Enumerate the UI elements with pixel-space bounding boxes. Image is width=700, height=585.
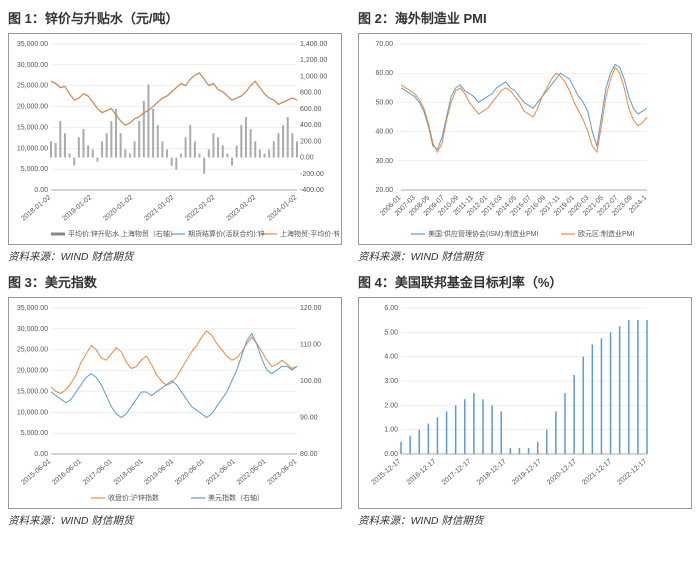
svg-text:2019-01-02: 2019-01-02 [61,194,93,222]
chart-3-source: 资料来源：WIND 财信期货 [8,513,342,528]
svg-text:2024-01-02: 2024-01-02 [266,194,298,222]
chart-2-box: 20.0030.0040.0050.0060.0070.002006-01200… [358,33,692,245]
svg-text:5,000.00: 5,000.00 [21,430,48,437]
svg-text:70.00: 70.00 [375,41,393,48]
svg-text:2016-06-01: 2016-06-01 [51,458,83,486]
svg-text:期货结算价(活跃合约):锌: 期货结算价(活跃合约):锌 [188,229,265,238]
svg-text:20.00: 20.00 [375,187,393,194]
svg-text:2017-12-17: 2017-12-17 [441,458,473,486]
svg-text:2022-01-02: 2022-01-02 [184,194,216,222]
svg-text:2018-06-01: 2018-06-01 [113,458,145,486]
svg-text:35,000.00: 35,000.00 [17,305,48,312]
chart-3-title: 图 3：美元指数 [8,272,342,291]
svg-text:80.00: 80.00 [300,451,318,458]
svg-text:2023-06-01: 2023-06-01 [266,458,298,486]
svg-text:120.00: 120.00 [300,305,322,312]
svg-text:4.00: 4.00 [384,354,398,361]
svg-text:上海物贸-平均价-锌: 上海物贸-平均价-锌 [280,229,339,238]
svg-text:2022-12-17: 2022-12-17 [616,458,648,486]
svg-text:30,000.00: 30,000.00 [17,62,48,69]
svg-text:35,000.00: 35,000.00 [17,41,48,48]
svg-text:90.00: 90.00 [300,415,318,422]
svg-text:5,000.00: 5,000.00 [21,166,48,173]
svg-text:30,000.00: 30,000.00 [17,326,48,333]
svg-text:1,000.00: 1,000.00 [300,73,327,80]
svg-text:30.00: 30.00 [375,158,393,165]
chart-2-svg: 20.0030.0040.0050.0060.0070.002006-01200… [359,34,689,244]
svg-text:2019-06-01: 2019-06-01 [143,458,175,486]
svg-text:200.00: 200.00 [300,138,322,145]
svg-text:2020-06-01: 2020-06-01 [174,458,206,486]
chart-4-source: 资料来源：WIND 财信期货 [358,513,692,528]
chart-1-svg: 0.00 5,000.00 10,000.00 15,000.00 20,000.00 2… [9,34,339,244]
svg-text:60.00: 60.00 [375,70,393,77]
svg-text:5.00: 5.00 [384,329,398,336]
chart-1-title: 图 1：锌价与升贴水（元/吨） [8,8,342,27]
svg-text:6.00: 6.00 [384,305,398,312]
svg-text:0.00: 0.00 [34,187,48,194]
svg-text:2017-06-01: 2017-06-01 [82,458,114,486]
svg-text:2015-06-01: 2015-06-01 [20,458,52,486]
svg-text:15,000.00: 15,000.00 [17,388,48,395]
svg-text:2.00: 2.00 [384,402,398,409]
svg-text:25,000.00: 25,000.00 [17,347,48,354]
svg-text:1,400.00: 1,400.00 [300,41,327,48]
svg-text:400.00: 400.00 [300,122,322,129]
svg-text:2022-06-01: 2022-06-01 [236,458,268,486]
svg-text:2023-01-02: 2023-01-02 [225,194,257,222]
chart-1-source: 资料来源：WIND 财信期货 [8,249,342,264]
chart-grid: 图 1：锌价与升贴水（元/吨） 0.00 5,000.00 10,000.00 15,… [0,0,700,536]
svg-text:20,000.00: 20,000.00 [17,368,48,375]
panel-chart-3: 图 3：美元指数 0.00 5,000.00 10,000.00 15,000.00 2… [8,272,342,528]
svg-text:2016-12-17: 2016-12-17 [405,458,437,486]
svg-text:2018-12-17: 2018-12-17 [476,458,508,486]
svg-text:欧元区:制造业PMI: 欧元区:制造业PMI [578,229,634,238]
svg-text:20,000.00: 20,000.00 [17,104,48,111]
svg-text:美国:供应管理协会(ISM):制造业PMI: 美国:供应管理协会(ISM):制造业PMI [428,229,538,238]
svg-text:15,000.00: 15,000.00 [17,124,48,131]
svg-text:10,000.00: 10,000.00 [17,409,48,416]
svg-text:40.00: 40.00 [375,129,393,136]
chart-4-box: 0.001.002.003.004.005.006.002015-12-1720… [358,297,692,509]
svg-text:0.00: 0.00 [300,155,314,162]
svg-text:美元指数（右轴）: 美元指数（右轴） [208,493,264,502]
svg-text:2020-12-17: 2020-12-17 [546,458,578,486]
svg-text:-400.00: -400.00 [300,187,324,194]
svg-text:600.00: 600.00 [300,106,322,113]
chart-3-box: 0.00 5,000.00 10,000.00 15,000.00 20,000.00 2… [8,297,342,509]
svg-text:50.00: 50.00 [375,99,393,106]
svg-text:2020-01-02: 2020-01-02 [102,194,134,222]
svg-text:25,000.00: 25,000.00 [17,83,48,90]
panel-chart-4: 图 4：美国联邦基金目标利率（%） 0.00 1.00 2.00 3.00 4.00 5.… [358,272,692,528]
chart-1-box: 0.00 5,000.00 10,000.00 15,000.00 20,000.00 2… [8,33,342,245]
svg-text:2015-12-17: 2015-12-17 [370,458,402,486]
svg-text:3.00: 3.00 [384,378,398,385]
svg-text:10,000.00: 10,000.00 [17,145,48,152]
svg-text:2021-06-01: 2021-06-01 [205,458,237,486]
svg-text:1.00: 1.00 [384,427,398,434]
panel-chart-1: 图 1：锌价与升贴水（元/吨） 0.00 5,000.00 10,000.00 15,… [8,8,342,264]
svg-text:平均价:锌升贴水.上海物贸（右轴）: 平均价:锌升贴水.上海物贸（右轴） [68,229,177,238]
panel-chart-2: 图 2：海外制造业 PMI 20.00 30.00 40.00 50.00 60.00 7… [358,8,692,264]
chart-4-svg: 0.001.002.003.004.005.006.002015-12-1720… [359,298,689,508]
chart-4-title: 图 4：美国联邦基金目标利率（%） [358,272,692,291]
svg-text:2021-12-17: 2021-12-17 [581,458,613,486]
svg-text:1,200.00: 1,200.00 [300,57,327,64]
svg-text:收盘价:沪锌指数: 收盘价:沪锌指数 [108,493,159,502]
chart-3-svg: 0.00 5,000.00 10,000.00 15,000.00 20,000.00 2… [9,298,339,508]
chart-2-title: 图 2：海外制造业 PMI [358,8,692,27]
svg-text:0.00: 0.00 [384,451,398,458]
svg-text:110.00: 110.00 [300,342,321,349]
chart-2-source: 资料来源：WIND 财信期货 [358,249,692,264]
svg-text:2018-01-02: 2018-01-02 [20,194,52,222]
svg-text:2021-01-02: 2021-01-02 [143,194,175,222]
svg-text:2019-12-17: 2019-12-17 [511,458,543,486]
svg-text:800.00: 800.00 [300,90,322,97]
svg-text:100.00: 100.00 [300,378,322,385]
svg-text:-200.00: -200.00 [300,171,324,178]
svg-text:0.00: 0.00 [34,451,48,458]
